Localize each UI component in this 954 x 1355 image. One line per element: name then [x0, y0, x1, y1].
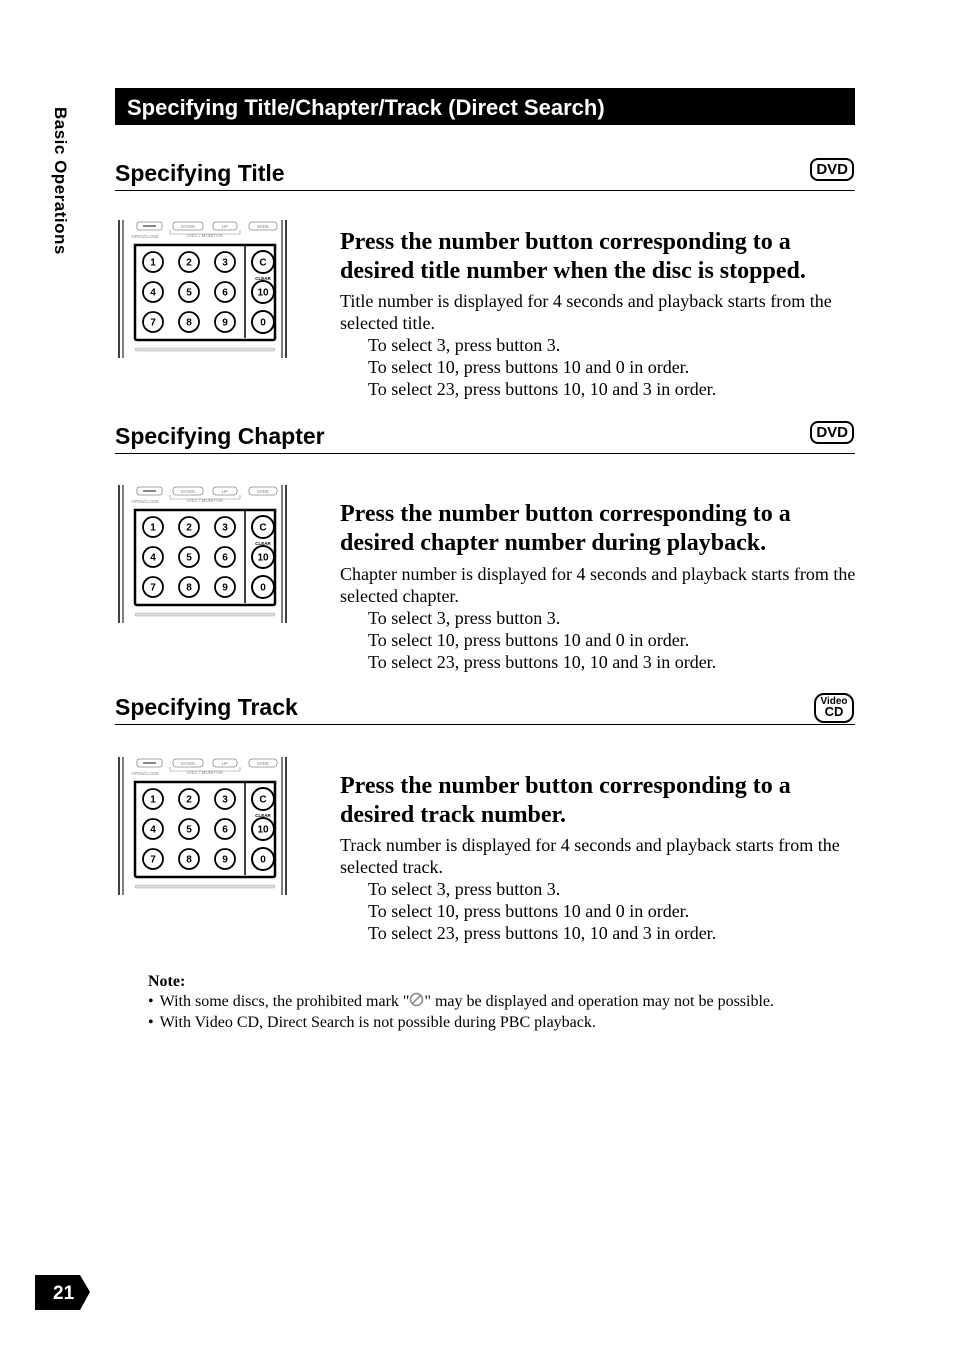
- svg-text:10: 10: [257, 825, 269, 836]
- note-label: Note:: [148, 972, 848, 992]
- svg-text:4: 4: [150, 825, 156, 836]
- example-3-2: To select 23, press buttons 10, 10 and 3…: [340, 922, 860, 944]
- vcd-line2: CD: [825, 704, 844, 719]
- body-intro-1: Title number is displayed for 4 seconds …: [340, 291, 832, 333]
- svg-text:9: 9: [222, 855, 228, 866]
- example-3-0: To select 3, press button 3.: [340, 878, 860, 900]
- section-title-2: Specifying Chapter: [115, 423, 325, 450]
- example-3-1: To select 10, press buttons 10 and 0 in …: [340, 900, 860, 922]
- page-number-tab: 21: [35, 1275, 90, 1315]
- svg-text:1: 1: [150, 523, 156, 534]
- section-title-3: Specifying Track: [115, 694, 298, 721]
- instruction-heading-1: Press the number button corresponding to…: [340, 228, 850, 286]
- svg-text:9: 9: [222, 318, 228, 329]
- svg-text:UP: UP: [222, 224, 228, 229]
- svg-text:1: 1: [150, 795, 156, 806]
- svg-text:3: 3: [222, 258, 228, 269]
- svg-text:5: 5: [186, 825, 192, 836]
- svg-text:0: 0: [260, 318, 266, 329]
- svg-text:8: 8: [186, 318, 192, 329]
- prohibit-icon: [409, 992, 424, 1013]
- note-1-post: " may be displayed and operation may not…: [424, 993, 774, 1010]
- instruction-body-2: Chapter number is displayed for 4 second…: [340, 563, 860, 673]
- dvd-badge-1: DVD: [810, 158, 854, 181]
- body-intro-3: Track number is displayed for 4 seconds …: [340, 835, 840, 877]
- svg-text:DOWN: DOWN: [181, 489, 195, 494]
- instruction-body-3: Track number is displayed for 4 seconds …: [340, 834, 860, 944]
- svg-text:UP: UP: [222, 489, 228, 494]
- section-title-1: Specifying Title: [115, 160, 285, 187]
- svg-text:3: 3: [222, 795, 228, 806]
- svg-text:7: 7: [150, 855, 156, 866]
- vcd-badge: Video CD: [814, 693, 854, 723]
- svg-text:9: 9: [222, 583, 228, 594]
- note-item-2: • With Video CD, Direct Search is not po…: [148, 1013, 848, 1033]
- bullet-icon: •: [148, 1013, 160, 1033]
- svg-text:WIDE: WIDE: [257, 761, 269, 766]
- note-2-text: With Video CD, Direct Search is not poss…: [160, 1013, 596, 1033]
- instruction-body-1: Title number is displayed for 4 seconds …: [340, 290, 860, 400]
- sidebar-label: Basic Operations: [50, 107, 70, 255]
- section-underline-1: [115, 190, 855, 191]
- svg-text:C: C: [259, 795, 266, 806]
- svg-text:2: 2: [186, 795, 192, 806]
- svg-text:5: 5: [186, 288, 192, 299]
- example-1-1: To select 10, press buttons 10 and 0 in …: [340, 356, 860, 378]
- svg-text:4: 4: [150, 553, 156, 564]
- svg-text:C: C: [259, 258, 266, 269]
- svg-text:8: 8: [186, 583, 192, 594]
- svg-text:OPEN/CLOSE: OPEN/CLOSE: [131, 234, 158, 239]
- svg-text:5: 5: [186, 553, 192, 564]
- svg-text:2: 2: [186, 523, 192, 534]
- remote-diagram-1: DOWN UP WIDE OPEN/CLOSE DISC / MONITOR 1…: [115, 220, 290, 360]
- svg-text:3: 3: [222, 523, 228, 534]
- svg-text:1: 1: [150, 258, 156, 269]
- example-1-0: To select 3, press button 3.: [340, 334, 860, 356]
- svg-text:6: 6: [222, 553, 228, 564]
- note-item-1: • With some discs, the prohibited mark "…: [148, 992, 848, 1013]
- page-title: Specifying Title/Chapter/Track (Direct S…: [115, 92, 855, 125]
- note-block: Note: • With some discs, the prohibited …: [148, 972, 848, 1033]
- svg-text:DOWN: DOWN: [181, 761, 195, 766]
- page-number: 21: [53, 1283, 75, 1304]
- svg-text:0: 0: [260, 583, 266, 594]
- svg-text:C: C: [259, 523, 266, 534]
- svg-text:DOWN: DOWN: [181, 224, 195, 229]
- body-intro-2: Chapter number is displayed for 4 second…: [340, 564, 855, 606]
- svg-text:8: 8: [186, 855, 192, 866]
- svg-text:6: 6: [222, 288, 228, 299]
- svg-text:WIDE: WIDE: [257, 224, 269, 229]
- remote-diagram-3: DOWN UP WIDE OPEN/CLOSE DISC / MONITOR 1…: [115, 757, 290, 897]
- svg-text:WIDE: WIDE: [257, 489, 269, 494]
- svg-text:7: 7: [150, 318, 156, 329]
- svg-text:0: 0: [260, 855, 266, 866]
- dvd-badge-2: DVD: [810, 421, 854, 444]
- example-2-2: To select 23, press buttons 10, 10 and 3…: [340, 651, 860, 673]
- note-1-pre: With some discs, the prohibited mark ": [160, 993, 410, 1010]
- section-underline-2: [115, 453, 855, 454]
- svg-text:2: 2: [186, 258, 192, 269]
- svg-text:10: 10: [257, 553, 269, 564]
- svg-text:7: 7: [150, 583, 156, 594]
- example-2-1: To select 10, press buttons 10 and 0 in …: [340, 629, 860, 651]
- svg-text:4: 4: [150, 288, 156, 299]
- example-1-2: To select 23, press buttons 10, 10 and 3…: [340, 378, 860, 400]
- example-2-0: To select 3, press button 3.: [340, 607, 860, 629]
- remote-diagram-2: DOWN UP WIDE OPEN/CLOSE DISC / MONITOR 1…: [115, 485, 290, 625]
- svg-text:OPEN/CLOSE: OPEN/CLOSE: [131, 771, 158, 776]
- instruction-heading-3: Press the number button corresponding to…: [340, 772, 850, 830]
- bullet-icon: •: [148, 992, 160, 1012]
- svg-text:10: 10: [257, 288, 269, 299]
- svg-text:UP: UP: [222, 761, 228, 766]
- svg-text:OPEN/CLOSE: OPEN/CLOSE: [131, 499, 158, 504]
- instruction-heading-2: Press the number button corresponding to…: [340, 500, 850, 558]
- section-underline-3: [115, 724, 855, 725]
- svg-text:6: 6: [222, 825, 228, 836]
